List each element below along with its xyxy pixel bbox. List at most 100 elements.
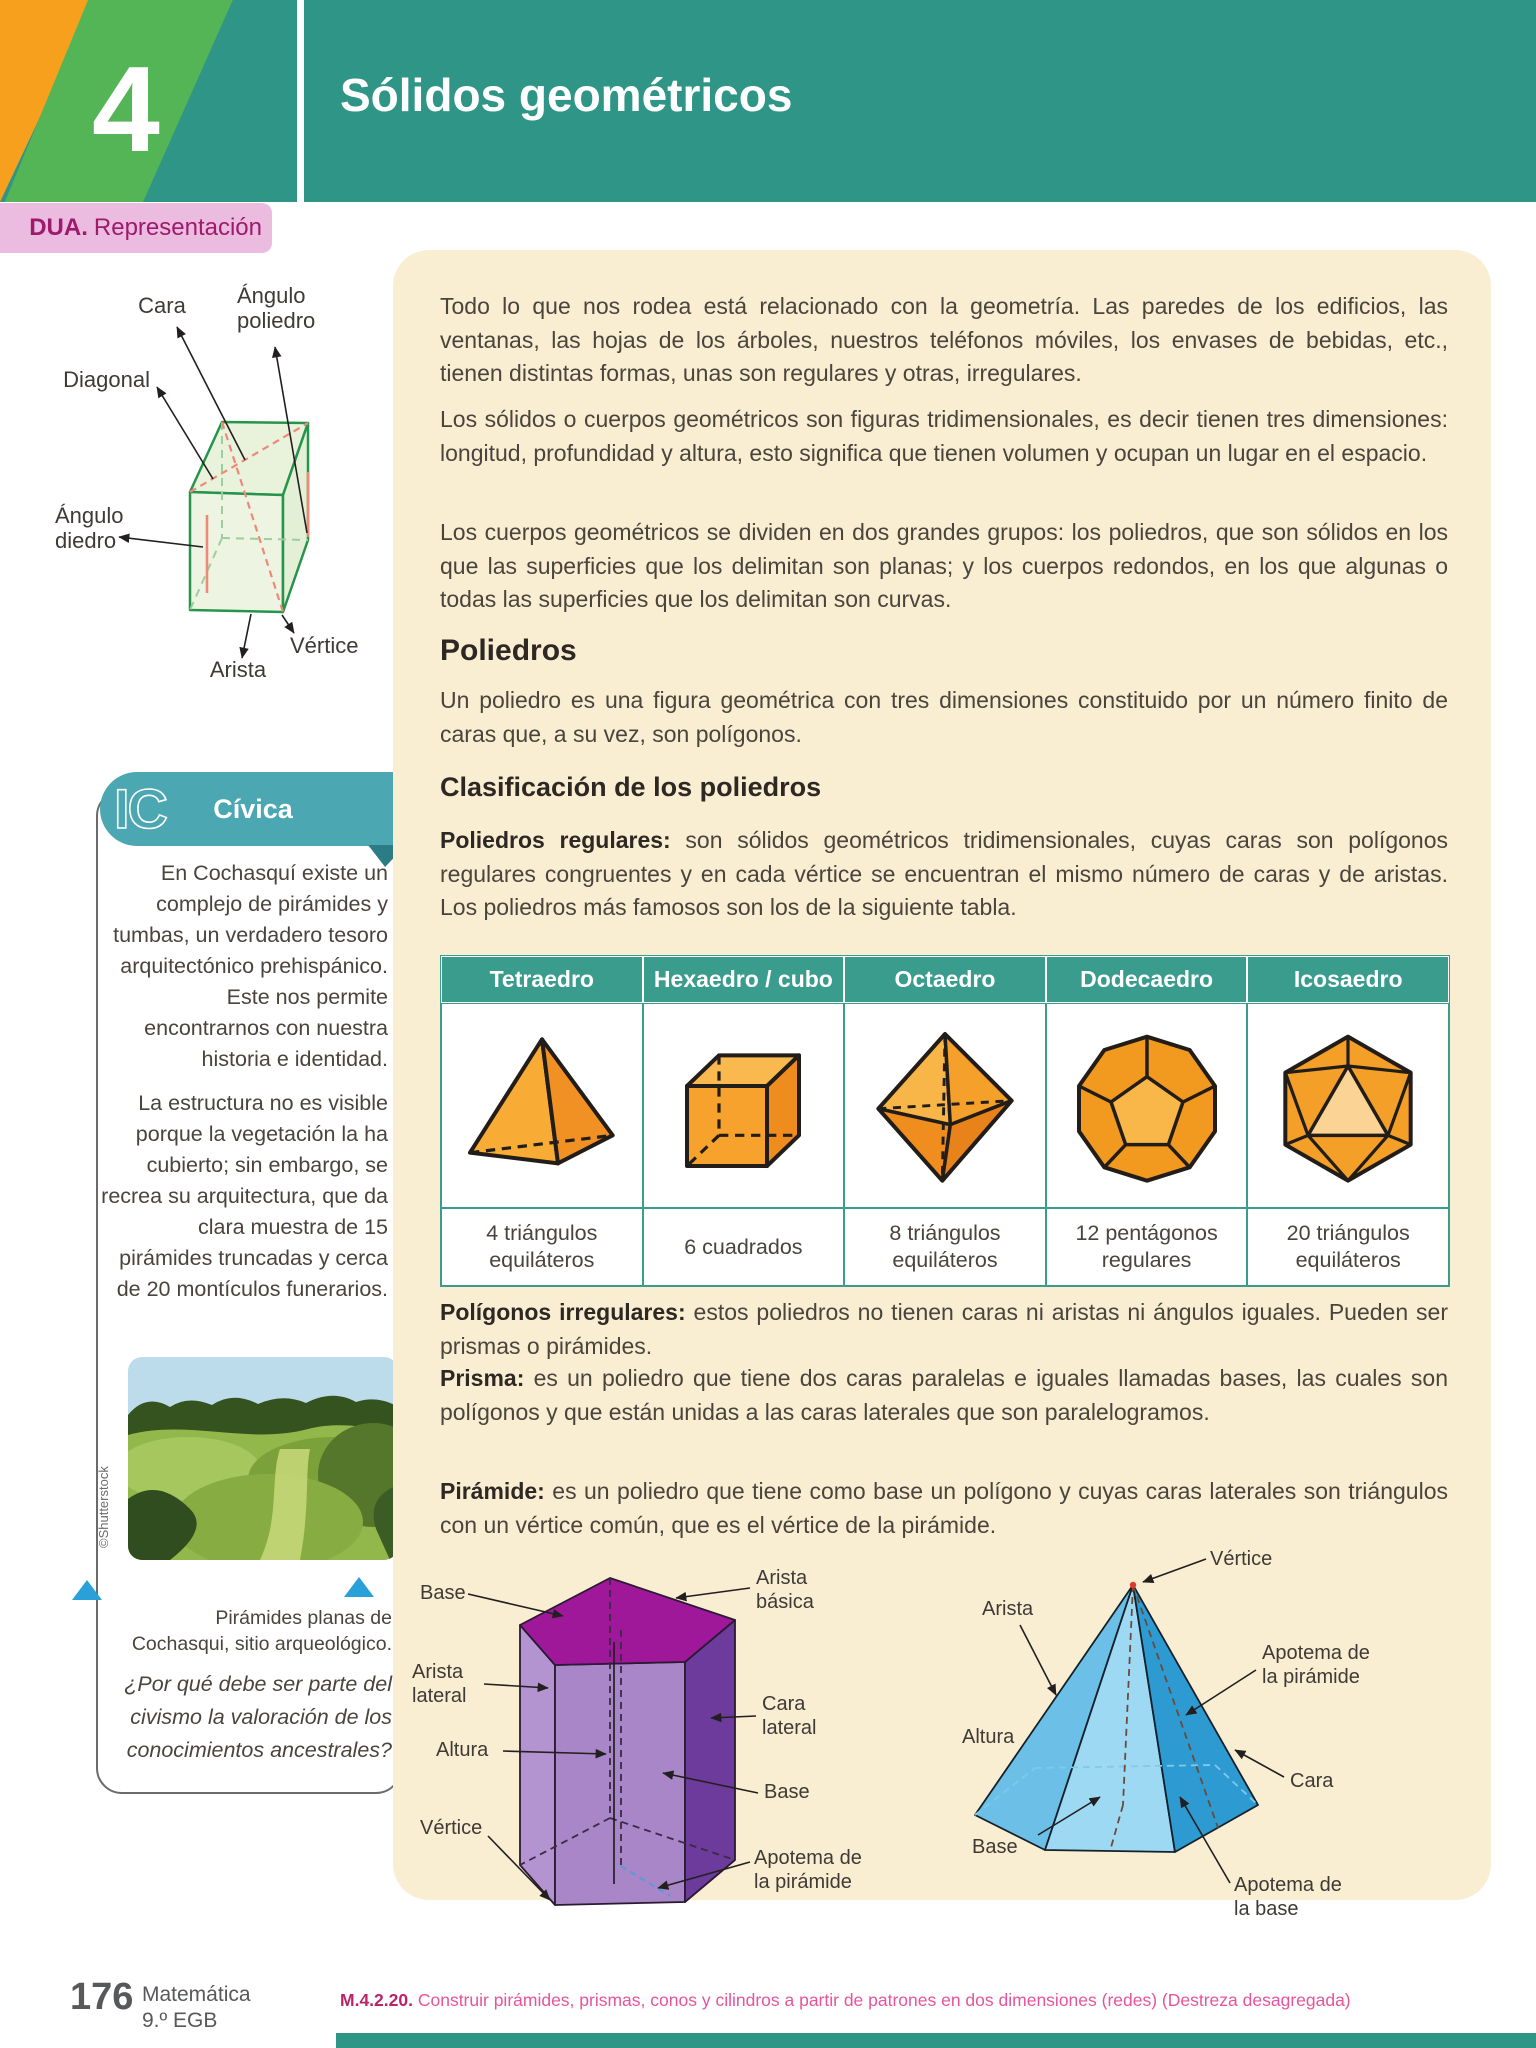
pyramid-apex-dot: [1129, 1581, 1137, 1589]
hexaedro-icon: [685, 1052, 802, 1168]
prism-label-arista-basica-2: básica: [756, 1591, 815, 1613]
pyramid-diagram: Vértice Arista Apotema de la pirámide Al…: [962, 1548, 1370, 1920]
prism-label-arrows: [467, 1587, 759, 1901]
pyramid-label-arrows: [1019, 1558, 1285, 1884]
civica-question: ¿Por qué debe ser parte del civismo la v…: [124, 1672, 392, 1762]
page-number: 176: [70, 1976, 134, 2018]
table-header-octaedro: Octaedro: [844, 956, 1046, 1003]
grade-line: 9.º EGB: [142, 2009, 218, 2032]
hexaedro-cell: [642, 1003, 845, 1208]
icosaedro-icon: [1283, 1034, 1413, 1183]
civica-paragraph-1: En Cochasquí existe un complejo de pirám…: [113, 861, 388, 1071]
standard-text: Construir pirámides, prismas, conos y ci…: [417, 1990, 1351, 2010]
poliedros-definition: Un poliedro es una figura geométrica con…: [440, 687, 1448, 747]
intro-paragraph-1: Todo lo que nos rodea está relacionado c…: [440, 293, 1448, 386]
heading-clasificacion: Clasificación de los poliedros: [440, 772, 822, 802]
cube-label-cara: Cara: [138, 293, 186, 318]
pyramid-label-apotema-base-2: la base: [1234, 1898, 1299, 1920]
poliedros-regulares-term: Poliedros regulares:: [440, 827, 671, 853]
cube-label-angulo-poliedro-2: poliedro: [237, 308, 315, 333]
heading-poliedros: Poliedros: [440, 634, 577, 667]
cube-label-angulo-diedro-1: Ángulo: [55, 503, 124, 528]
table-header-hexaedro: Hexaedro / cubo: [642, 956, 845, 1003]
prism-label-vertice: Vértice: [420, 1817, 482, 1839]
standard-code: M.4.2.20.: [340, 1990, 413, 2010]
tetraedro-description: 4 triángulos equiláteros: [441, 1208, 643, 1286]
ic-logo-text: IC: [114, 777, 167, 840]
octaedro-description: 8 triángulos equiláteros: [844, 1208, 1046, 1286]
prism-label-arista-lateral-1: Arista: [412, 1661, 464, 1683]
cube-hidden-edges: [189, 422, 309, 611]
prisma-paragraph: Prisma: es un poliedro que tiene dos car…: [440, 1362, 1448, 1429]
ic-logo-icon: IC: [113, 776, 169, 841]
prism-label-arista-basica-1: Arista: [756, 1567, 808, 1589]
pyramid-label-base: Base: [972, 1836, 1018, 1858]
prism-label-apotema-1: Apotema de: [754, 1847, 862, 1869]
pyramid-label-arista: Arista: [982, 1598, 1034, 1620]
civica-paragraph-2: La estructura no es visible porque la ve…: [101, 1091, 388, 1301]
pyramid-shape: [974, 1584, 1259, 1853]
civica-sidebar-box: [96, 790, 402, 1794]
intro-paragraph-3: Los cuerpos geométricos se dividen en do…: [440, 519, 1448, 612]
poligonos-irregulares-text: estos poliedros no tienen caras ni arist…: [440, 1299, 1449, 1359]
pyramid-label-apotema-base-1: Apotema de: [1234, 1874, 1342, 1896]
cube-diagram: Cara Ángulo poliedro Diagonal Ángulo die…: [55, 283, 358, 682]
prisma-text: es un poliedro que tiene dos caras paral…: [440, 1365, 1448, 1425]
header-divider: [297, 0, 304, 202]
intro-paragraph-2: Los sólidos o cuerpos geométricos son fi…: [440, 406, 1448, 466]
bottom-teal-bar: [336, 2033, 1536, 2048]
prism-shape: [519, 1577, 736, 1906]
table-header-dodecaedro: Dodecaedro: [1045, 956, 1248, 1003]
hexaedro-description: 6 cuadrados: [642, 1208, 845, 1286]
dua-tag-bold: DUA.: [29, 214, 88, 241]
cube-label-diagonal: Diagonal: [63, 367, 150, 392]
pyramid-label-cara: Cara: [1290, 1770, 1334, 1792]
piramide-term: Pirámide:: [440, 1478, 545, 1504]
prisma-term: Prisma:: [440, 1365, 525, 1391]
dodecaedro-icon: [1076, 1034, 1217, 1183]
dodecaedro-cell: [1045, 1003, 1248, 1208]
civica-title: Cívica: [213, 794, 293, 824]
pyramid-interior-lines: [1109, 1584, 1219, 1852]
poligonos-irregulares-paragraph: Polígonos irregulares: estos poliedros n…: [440, 1296, 1448, 1363]
poligonos-irregulares-term: Polígonos irregulares:: [440, 1299, 686, 1325]
landscape-illustration: [128, 1357, 398, 1560]
dodecaedro-description: 12 pentágonos regulares: [1045, 1208, 1248, 1286]
table-image-row: [441, 1003, 1449, 1208]
icosaedro-cell: [1247, 1003, 1449, 1208]
chapter-number: 4: [92, 41, 160, 177]
prism-label-altura: Altura: [436, 1739, 489, 1761]
prism-label-cara-lateral-2: lateral: [762, 1717, 816, 1739]
table-header-tetraedro: Tetraedro: [441, 956, 643, 1003]
cube-shape: [188, 420, 310, 614]
civica-banner: IC Cívica: [100, 772, 406, 846]
table-description-row: 4 triángulos equiláteros 6 cuadrados 8 t…: [441, 1208, 1449, 1286]
subject-line: Matemática: [142, 1983, 251, 2006]
book-subject: Matemática 9.º EGB: [142, 1982, 251, 2034]
cube-label-arista: Arista: [210, 657, 267, 682]
dua-tag-label: Representación: [93, 214, 262, 241]
poliedros-regulares-paragraph: Poliedros regulares: son sólidos geométr…: [440, 824, 1448, 925]
poliedros-regulares-text: son sólidos geométricos tridimensionales…: [440, 827, 1448, 920]
prism-diagram: Base Arista lateral Altura Vértice Arist…: [412, 1567, 862, 1906]
page-title: Sólidos geométricos: [340, 69, 793, 121]
piramide-paragraph: Pirámide: es un poliedro que tiene como …: [440, 1475, 1448, 1542]
prism-label-base-bottom: Base: [764, 1781, 810, 1803]
polyhedra-table: Tetraedro Hexaedro / cubo Octaedro Dodec…: [440, 955, 1450, 1287]
dua-tag: DUA. Representación: [0, 203, 272, 253]
photo-caption: Pirámides planas de Cochasqui, sitio arq…: [131, 1607, 392, 1655]
cube-label-arrows: [118, 326, 308, 659]
pyramid-label-apotema-piramide-1: Apotema de: [1262, 1642, 1370, 1664]
prism-label-cara-lateral-1: Cara: [762, 1693, 806, 1715]
cube-label-angulo-poliedro-1: Ángulo: [237, 283, 306, 308]
cube-angle-markers: [205, 472, 310, 593]
cochasqui-photo: [128, 1357, 398, 1560]
pyramid-label-apotema-piramide-2: la pirámide: [1262, 1666, 1360, 1688]
cube-label-angulo-diedro-2: diedro: [55, 528, 116, 553]
prism-hidden-edges: [519, 1578, 736, 1866]
table-header-icosaedro: Icosaedro: [1247, 956, 1449, 1003]
prism-label-apotema-2: la pirámide: [754, 1871, 852, 1893]
header-band: 4 Sólidos geométricos: [0, 0, 1536, 202]
pyramid-label-altura: Altura: [962, 1726, 1015, 1748]
